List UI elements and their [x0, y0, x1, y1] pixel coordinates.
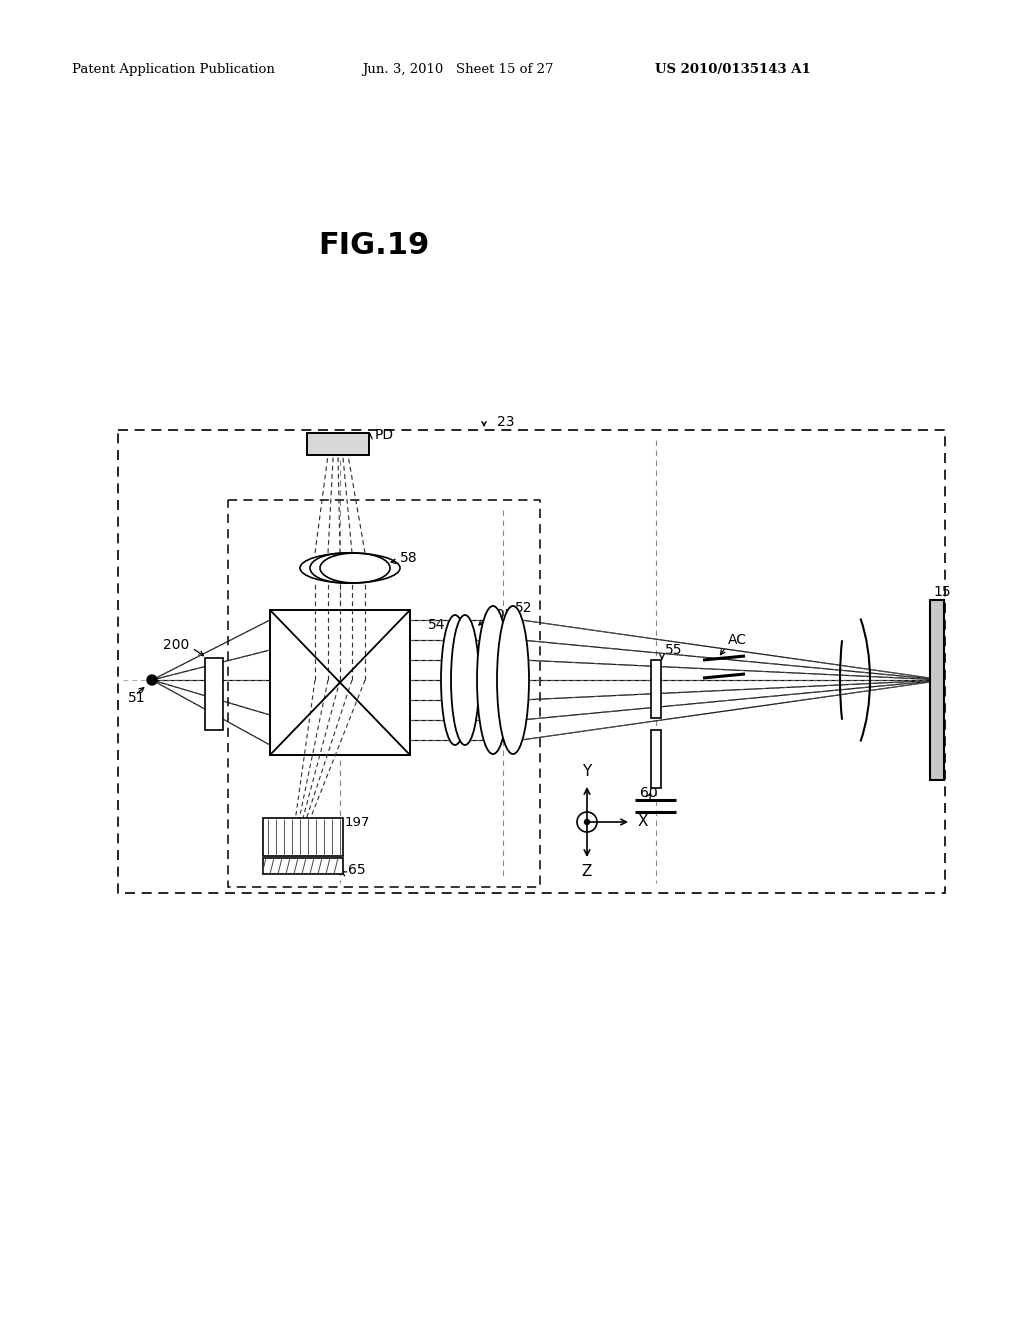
Ellipse shape [310, 553, 380, 583]
Text: X: X [638, 814, 648, 829]
Ellipse shape [497, 606, 529, 754]
Text: 70': 70' [488, 609, 509, 622]
Bar [205, 657, 223, 730]
Ellipse shape [477, 606, 509, 754]
Text: Y: Y [583, 764, 592, 780]
Ellipse shape [319, 553, 390, 583]
Bar [118, 430, 945, 894]
Text: 65: 65 [348, 863, 366, 876]
Bar [263, 858, 343, 874]
Text: Jun. 3, 2010   Sheet 15 of 27: Jun. 3, 2010 Sheet 15 of 27 [362, 63, 554, 77]
Text: 197: 197 [345, 817, 371, 829]
Bar [651, 730, 662, 788]
Text: 55: 55 [665, 643, 683, 657]
Text: AC: AC [728, 634, 746, 647]
Text: US 2010/0135143 A1: US 2010/0135143 A1 [655, 63, 811, 77]
Text: 51: 51 [128, 690, 145, 705]
Text: FIG.19: FIG.19 [318, 231, 429, 260]
Bar [930, 601, 944, 780]
Text: 60: 60 [640, 785, 657, 800]
Bar [228, 500, 540, 887]
Bar [651, 660, 662, 718]
Ellipse shape [451, 615, 479, 744]
Text: Z: Z [582, 865, 592, 879]
Text: Patent Application Publication: Patent Application Publication [72, 63, 274, 77]
Bar [263, 818, 343, 855]
Text: 54: 54 [427, 618, 445, 632]
Text: PD: PD [375, 428, 394, 442]
Circle shape [147, 675, 157, 685]
Bar [307, 433, 369, 455]
Text: 200: 200 [163, 638, 189, 652]
Bar [270, 610, 410, 755]
Text: 52: 52 [515, 601, 532, 615]
Circle shape [585, 820, 590, 825]
Text: 23: 23 [497, 414, 514, 429]
Text: 58: 58 [400, 550, 418, 565]
Text: 15: 15 [933, 585, 950, 599]
Ellipse shape [441, 615, 469, 744]
